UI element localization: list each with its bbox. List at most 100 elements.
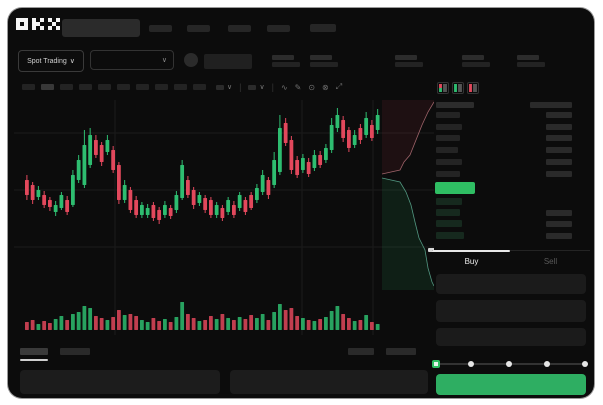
ask-row-price[interactable]: [436, 158, 462, 165]
candle-body: [128, 190, 133, 210]
nav-item[interactable]: [187, 25, 210, 32]
wave-icon[interactable]: ∿: [280, 82, 288, 92]
stat-value: [395, 62, 423, 67]
bid-row-amount[interactable]: [546, 210, 572, 217]
candle-body: [295, 160, 300, 175]
search-input[interactable]: [62, 19, 140, 37]
volume-bar: [272, 312, 277, 330]
orderbook-icon-line: [442, 84, 447, 86]
nav-item[interactable]: [228, 25, 251, 32]
candle-body: [301, 158, 305, 170]
pair-dropdown[interactable]: ∨: [90, 50, 174, 70]
ask-row-price[interactable]: [436, 112, 460, 118]
toolbar-dropdown[interactable]: ∨: [248, 83, 265, 91]
orderbook-last-price-bar[interactable]: [435, 182, 475, 194]
stat-label: [272, 55, 294, 60]
chevron-down-icon: ∨: [69, 58, 75, 65]
bid-row-price[interactable]: [436, 220, 462, 228]
toolbar-label-placeholder: [216, 84, 224, 90]
bid-row-price[interactable]: [436, 209, 460, 217]
volume-bar: [53, 319, 58, 330]
ask-row-price[interactable]: [436, 123, 462, 130]
ask-row-amount[interactable]: [546, 170, 572, 177]
okx-logo: [16, 18, 60, 30]
order-input-field[interactable]: [436, 300, 586, 322]
bottom-tab[interactable]: [386, 348, 416, 355]
remove-circle-icon[interactable]: ⊗: [322, 82, 329, 92]
camera-icon[interactable]: ⊙: [308, 82, 316, 92]
volume-bar: [341, 314, 346, 330]
candle-body: [151, 205, 156, 218]
volume-bar: [335, 306, 340, 330]
nav-item[interactable]: [267, 25, 290, 32]
bid-row-price[interactable]: [436, 231, 464, 239]
nav-item[interactable]: [149, 25, 172, 32]
bottom-tab[interactable]: [20, 348, 48, 355]
chart-toolbar-icons: ∨ | ∨ | ∿ ✎ ⊙ ⊗ ⤢: [216, 80, 342, 94]
ticker-stat: [395, 55, 423, 67]
timeframe-chip[interactable]: [117, 84, 130, 90]
order-input-field[interactable]: [436, 274, 586, 294]
slider-handle[interactable]: [432, 360, 440, 368]
volume-bar: [266, 320, 271, 330]
timeframe-chip[interactable]: [79, 84, 92, 90]
timeframe-chip[interactable]: [193, 84, 206, 90]
orderbook-icon-row: [469, 90, 477, 92]
timeframe-chip[interactable]: [41, 84, 54, 90]
bid-row-amount[interactable]: [546, 232, 572, 239]
ask-row-price[interactable]: [436, 170, 460, 177]
pencil-icon[interactable]: ✎: [294, 82, 302, 92]
slider-dot-25[interactable]: [468, 361, 474, 367]
buy-button[interactable]: [436, 374, 586, 395]
ask-row-amount[interactable]: [546, 158, 572, 165]
bid-row-amount[interactable]: [546, 221, 572, 228]
candle-body: [220, 208, 225, 218]
orderbook-asks-icon[interactable]: [467, 82, 479, 94]
fullscreen-icon[interactable]: ⤢: [335, 82, 343, 91]
toolbar-dropdown[interactable]: ∨: [216, 83, 232, 91]
orderbook-icon-row: [454, 88, 462, 90]
timeframe-chip[interactable]: [174, 84, 187, 90]
volume-bar: [295, 316, 300, 330]
timeframe-chip[interactable]: [22, 84, 35, 90]
orderbook-bids-icon[interactable]: [452, 82, 464, 94]
market-type-dropdown[interactable]: Spot Trading ∨: [18, 50, 84, 72]
ask-row-amount[interactable]: [546, 147, 572, 154]
candle-body: [197, 195, 202, 203]
candle-body: [140, 205, 144, 215]
bottom-tab[interactable]: [60, 348, 90, 355]
ask-row-amount[interactable]: [546, 112, 572, 118]
volume-bar: [197, 321, 202, 330]
order-input-field[interactable]: [436, 328, 586, 346]
bid-row-price[interactable]: [436, 198, 462, 205]
tab-buy[interactable]: Buy: [464, 257, 479, 266]
volume-bar: [358, 320, 363, 330]
orderbook-icon-row: [439, 88, 447, 90]
amount-slider[interactable]: [436, 363, 588, 365]
ask-row-amount[interactable]: [546, 123, 572, 130]
orderbook-both-icon[interactable]: [437, 82, 449, 94]
orderbook-icon-line: [472, 90, 477, 92]
timeframe-chip[interactable]: [98, 84, 111, 90]
depth-bid-line: [381, 177, 434, 287]
timeframe-chip[interactable]: [60, 84, 73, 90]
bottom-tab[interactable]: [348, 348, 374, 355]
ask-row-amount[interactable]: [546, 135, 572, 142]
volume-bar: [151, 318, 156, 330]
nav-item[interactable]: [310, 24, 336, 32]
slider-dot-75[interactable]: [544, 361, 550, 367]
candle-body: [82, 145, 87, 185]
tab-sell[interactable]: Sell: [543, 257, 558, 266]
stat-value: [462, 62, 490, 67]
ask-row-price[interactable]: [436, 147, 458, 154]
slider-dot-50[interactable]: [506, 361, 512, 367]
ask-row-price[interactable]: [436, 135, 460, 142]
slider-dot-100[interactable]: [582, 361, 588, 367]
timeframe-chip[interactable]: [155, 84, 168, 90]
timeframe-chip[interactable]: [136, 84, 149, 90]
last-price-placeholder: [204, 54, 252, 69]
candle-body: [65, 200, 70, 212]
candle-body: [36, 190, 41, 197]
candle-body: [306, 162, 311, 174]
volume-bar: [306, 320, 311, 330]
